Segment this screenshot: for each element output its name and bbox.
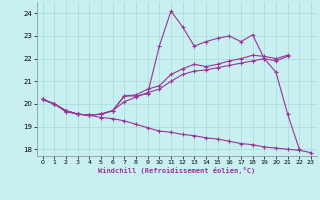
X-axis label: Windchill (Refroidissement éolien,°C): Windchill (Refroidissement éolien,°C) bbox=[98, 167, 255, 174]
